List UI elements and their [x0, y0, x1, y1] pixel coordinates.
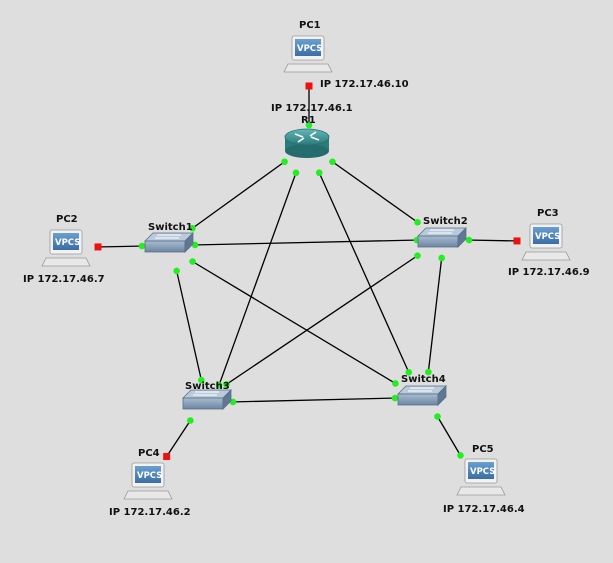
switch-icon	[144, 232, 194, 253]
pc1-ip: IP 172.17.46.10	[320, 79, 409, 90]
port-up-indicator	[414, 218, 421, 226]
link-r1-sw2[interactable]	[329, 159, 421, 225]
port-up-indicator	[414, 252, 421, 259]
vpcs-screen-text: VPCS	[470, 467, 495, 477]
pc-5[interactable]: VPCS	[456, 458, 506, 496]
link-sw2-sw3[interactable]	[223, 253, 421, 387]
pc4-ip: IP 172.17.46.2	[109, 507, 191, 518]
port-up-indicator	[438, 254, 445, 262]
port-up-indicator	[223, 381, 230, 388]
vpcs-icon: VPCS	[41, 229, 91, 267]
link-r1-sw3[interactable]	[217, 169, 298, 389]
pc3-ip: IP 172.17.46.9	[508, 267, 590, 278]
switch2-label: Switch2	[423, 216, 468, 227]
switch-4[interactable]	[397, 385, 447, 406]
port-up-indicator	[138, 242, 146, 250]
router-ip: IP 172.17.46.1	[271, 103, 353, 114]
pc2-label: PC2	[56, 214, 78, 225]
devices-layer: R1 IP 172.17.46.1 Switch1 Switch2	[23, 20, 590, 518]
link-pc3-sw2[interactable]	[465, 239, 521, 242]
vpcs-screen-text: VPCS	[137, 471, 162, 481]
pc3-label: PC3	[537, 208, 559, 219]
port-down-indicator	[163, 452, 171, 460]
switch-icon	[397, 385, 447, 406]
link-r1-sw4[interactable]	[317, 169, 411, 376]
switch-icon	[182, 389, 232, 410]
router-label: R1	[301, 115, 316, 126]
pc1-label: PC1	[299, 20, 321, 31]
vpcs-screen-text: VPCS	[297, 44, 322, 54]
router-icon	[284, 128, 330, 158]
switch-icon	[417, 227, 467, 248]
router-r1[interactable]	[284, 128, 330, 158]
vpcs-icon: VPCS	[283, 35, 333, 73]
switch-3[interactable]	[182, 389, 232, 410]
port-up-indicator	[465, 236, 473, 244]
vpcs-icon: VPCS	[123, 462, 173, 500]
links-layer	[94, 82, 521, 460]
port-up-indicator	[189, 224, 196, 232]
link-sw2-sw4[interactable]	[427, 254, 443, 376]
pc-4[interactable]: VPCS	[123, 462, 173, 500]
pc-3[interactable]: VPCS	[521, 223, 571, 261]
port-up-indicator	[305, 121, 313, 129]
port-up-indicator	[457, 452, 464, 459]
vpcs-icon: VPCS	[521, 223, 571, 261]
port-up-indicator	[392, 380, 399, 387]
port-up-indicator	[434, 413, 441, 420]
pc5-ip: IP 172.17.46.4	[443, 504, 525, 515]
switch-1[interactable]	[144, 232, 194, 253]
port-up-indicator	[281, 158, 288, 166]
switch4-label: Switch4	[401, 374, 446, 385]
link-r1-sw1[interactable]	[189, 159, 288, 231]
link-pc5-sw4[interactable]	[435, 413, 463, 459]
port-up-indicator	[329, 158, 336, 166]
pc4-label: PC4	[138, 448, 160, 459]
port-down-indicator	[94, 243, 102, 251]
port-up-indicator	[292, 169, 300, 177]
port-up-indicator	[315, 169, 323, 177]
link-sw1-sw3[interactable]	[175, 267, 203, 384]
link-pc4-sw3[interactable]	[164, 417, 193, 460]
port-up-indicator	[189, 258, 196, 265]
port-up-indicator	[215, 381, 223, 389]
vpcs-screen-text: VPCS	[535, 232, 560, 242]
vpcs-icon: VPCS	[456, 458, 506, 496]
pc2-ip: IP 172.17.46.7	[23, 274, 105, 285]
port-up-indicator	[425, 368, 432, 376]
port-up-indicator	[173, 267, 180, 275]
link-sw1-sw2[interactable]	[191, 239, 421, 246]
port-up-indicator	[187, 417, 194, 424]
port-down-indicator	[305, 82, 313, 90]
switch1-label: Switch1	[148, 222, 193, 233]
port-up-indicator	[198, 376, 205, 384]
pc5-label: PC5	[472, 444, 494, 455]
switch-2[interactable]	[417, 227, 467, 248]
port-up-indicator	[391, 394, 399, 402]
link-sw3-sw4[interactable]	[229, 397, 399, 403]
link-pc2-sw1[interactable]	[94, 245, 146, 248]
port-down-indicator	[513, 237, 521, 245]
link-sw1-sw4[interactable]	[189, 259, 399, 386]
pc-1[interactable]: VPCS	[283, 35, 333, 73]
pc-2[interactable]: VPCS	[41, 229, 91, 267]
port-up-indicator	[405, 368, 413, 376]
switch3-label: Switch3	[185, 381, 230, 392]
vpcs-screen-text: VPCS	[55, 238, 80, 248]
